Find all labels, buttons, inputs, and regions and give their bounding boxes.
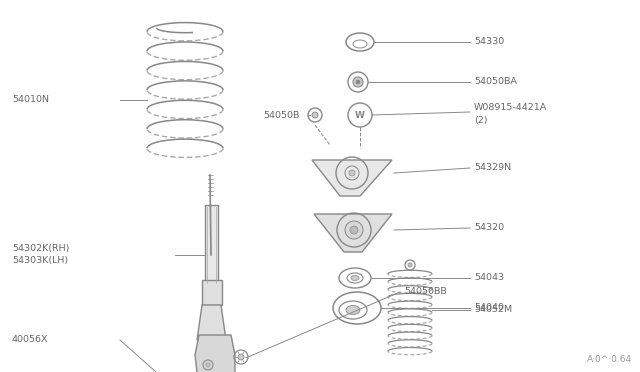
Text: A·0^·0.64: A·0^·0.64 [587,355,632,364]
Polygon shape [195,335,235,372]
Text: 54050BA: 54050BA [474,77,517,87]
Circle shape [312,112,318,118]
Polygon shape [312,160,392,196]
Text: W: W [355,110,365,119]
Text: 54010N: 54010N [12,96,49,105]
Text: 54330: 54330 [474,38,504,46]
FancyBboxPatch shape [205,205,218,285]
Text: 40056X: 40056X [12,336,49,344]
Text: 54050B: 54050B [264,110,300,119]
Text: 54050BB: 54050BB [404,288,447,296]
Text: 54303K(LH): 54303K(LH) [12,257,68,266]
Circle shape [356,80,360,84]
Polygon shape [197,305,226,340]
Text: 54043: 54043 [474,273,504,282]
FancyBboxPatch shape [202,280,222,305]
Ellipse shape [346,305,360,314]
Text: (2): (2) [474,115,488,125]
Circle shape [345,221,363,239]
Circle shape [408,263,412,267]
Circle shape [350,226,358,234]
Circle shape [353,77,363,87]
Circle shape [238,354,244,360]
Circle shape [206,363,210,367]
Circle shape [349,170,355,176]
Text: 54040: 54040 [474,304,504,312]
Text: 54329N: 54329N [474,164,511,173]
Polygon shape [314,214,392,252]
Text: 54052M: 54052M [474,305,512,314]
Text: 54302K(RH): 54302K(RH) [12,244,69,253]
Text: W08915-4421A: W08915-4421A [474,103,547,112]
Ellipse shape [351,276,359,280]
Text: 54320: 54320 [474,224,504,232]
